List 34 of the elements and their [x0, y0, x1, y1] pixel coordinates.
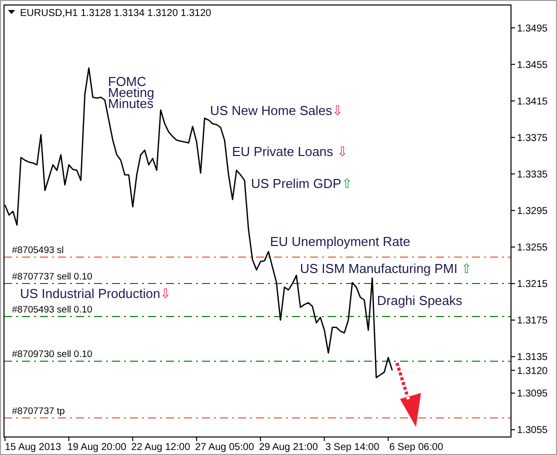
y-tick-label: 1.3215: [517, 279, 548, 290]
x-tick-label: 15 Aug 2013: [4, 442, 62, 453]
y-tick-label: 1.3120: [517, 366, 548, 377]
y-tick-label: 1.3135: [517, 352, 548, 364]
ref-line-label: #8705493 sl: [12, 245, 64, 256]
x-tick-label: 3 Sep 14:00: [325, 442, 380, 453]
ref-line-label: #8707737 sell 0.10: [12, 272, 92, 283]
annotation: US Prelim GDP⇧: [251, 176, 352, 191]
x-tick-label: 27 Aug 05:00: [195, 442, 254, 453]
y-tick-label: 1.3055: [517, 425, 548, 436]
x-tick-label: 19 Aug 20:00: [67, 442, 127, 453]
annotation: EU Private Loans ⇩: [232, 144, 348, 159]
annotation: Draghi Speaks: [377, 293, 463, 308]
annotation: EU Unemployment Rate: [270, 234, 410, 249]
y-tick-label: 1.3335: [517, 169, 548, 180]
y-tick-label: 1.3255: [517, 242, 548, 254]
ref-line-label: #8709730 sell 0.10: [12, 349, 92, 360]
annotation: US ISM Manufacturing PMI ⇧: [300, 261, 472, 276]
y-tick-label: 1.3415: [517, 96, 548, 108]
y-tick-label: 1.3295: [517, 206, 548, 217]
y-tick-label: 1.3375: [517, 132, 548, 144]
annotation: US Industrial Production⇩: [20, 286, 172, 301]
ref-line-label: #8705493 sell 0.10: [12, 304, 92, 316]
y-tick-label: 1.3495: [517, 23, 548, 34]
ref-line-label: #8707737 tp: [12, 406, 65, 417]
y-tick-label: 1.3455: [517, 60, 548, 71]
annotation: US New Home Sales⇩: [210, 103, 344, 118]
x-tick-label: 22 Aug 12:00: [131, 442, 191, 453]
chart-title: EURUSD,H1 1.3128 1.3134 1.3120 1.3120: [20, 8, 212, 19]
y-tick-label: 1.3095: [517, 388, 548, 400]
annotation: FOMC Meeting Minutes: [108, 74, 154, 111]
x-tick-label: 6 Sep 06:00: [389, 442, 444, 453]
y-tick-label: 1.3175: [517, 316, 548, 327]
x-tick-label: 29 Aug 21:00: [258, 442, 318, 453]
